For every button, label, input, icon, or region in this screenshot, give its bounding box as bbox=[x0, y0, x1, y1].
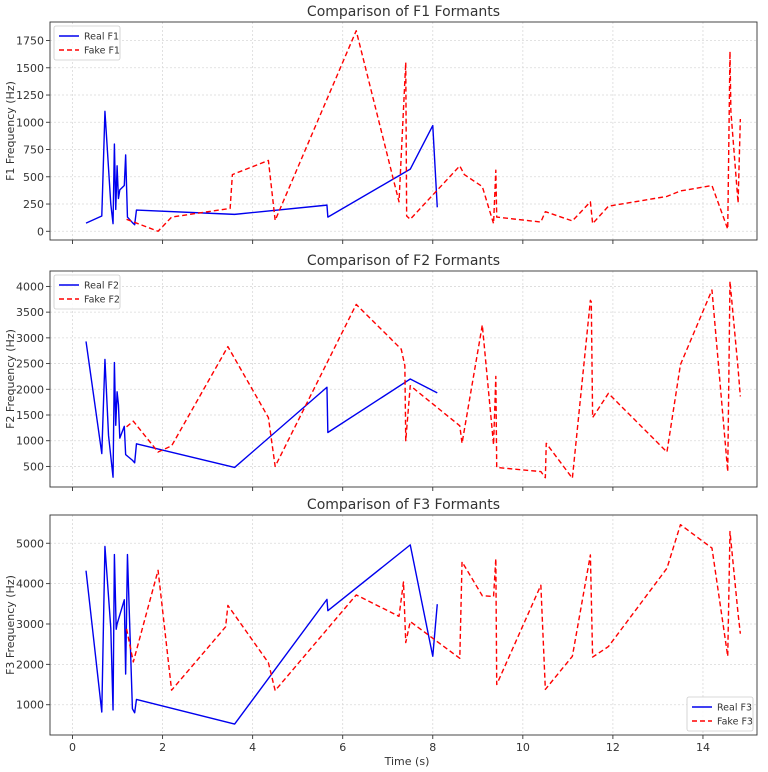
y-tick-label: 1500 bbox=[16, 62, 44, 75]
series-line-real-f2 bbox=[85, 341, 438, 478]
legend: Real F2 Fake F2 bbox=[53, 274, 121, 310]
y-tick-label: 4000 bbox=[16, 280, 44, 293]
series-line-fake-f2 bbox=[126, 280, 742, 479]
legend-label: Real F2 bbox=[84, 281, 119, 292]
series-line-real-f1 bbox=[85, 110, 438, 226]
y-tick-label: 2000 bbox=[16, 658, 44, 671]
x-axis-label: Time (s) bbox=[384, 755, 430, 768]
y-tick-label: 500 bbox=[23, 171, 44, 184]
y-tick-label: 1500 bbox=[16, 409, 44, 422]
y-tick-label: 3000 bbox=[16, 618, 44, 631]
y-tick-label: 1000 bbox=[16, 435, 44, 448]
legend: Real F1 Fake F1 bbox=[53, 25, 121, 61]
x-tick-label: 4 bbox=[249, 741, 256, 754]
legend-label: Real F3 bbox=[717, 703, 752, 714]
y-tick-label: 500 bbox=[23, 460, 44, 473]
series-line-fake-f1 bbox=[126, 30, 742, 232]
y-tick-label: 0 bbox=[37, 225, 44, 238]
x-tick-label: 2 bbox=[159, 741, 166, 754]
plot-frame bbox=[49, 514, 758, 736]
chart-panel-2: 500 1000 1500 2000 2500 3000 3500 4000 Compariso… bbox=[4, 253, 758, 491]
y-tick-label: 3500 bbox=[16, 306, 44, 319]
y-tick-label: 250 bbox=[23, 198, 44, 211]
chart-title: Comparison of F3 Formants bbox=[307, 497, 500, 513]
plot-frame bbox=[49, 21, 758, 241]
x-tick-label: 6 bbox=[339, 741, 346, 754]
chart-title: Comparison of F2 Formants bbox=[307, 253, 500, 269]
x-tick-label: 10 bbox=[516, 741, 530, 754]
y-axis-label: F2 Frequency (Hz) bbox=[4, 329, 17, 429]
x-tick-label: 8 bbox=[429, 741, 436, 754]
y-tick-label: 1000 bbox=[16, 116, 44, 129]
y-axis-label: F1 Frequency (Hz) bbox=[4, 81, 17, 181]
legend-label: Real F1 bbox=[84, 32, 119, 43]
chart-panel-1: 0 250 500 750 1000 1250 1500 1750 Comparison of … bbox=[4, 4, 758, 244]
legend-box bbox=[686, 696, 754, 732]
y-tick-label: 2500 bbox=[16, 358, 44, 371]
x-tick-label: 0 bbox=[69, 741, 76, 754]
y-tick-label: 3000 bbox=[16, 332, 44, 345]
legend: Real F3 Fake F3 bbox=[686, 696, 754, 732]
x-tick-label: 14 bbox=[696, 741, 710, 754]
y-tick-label: 5000 bbox=[16, 537, 44, 550]
y-tick-label: 2000 bbox=[16, 383, 44, 396]
y-axis-label: F3 Frequency (Hz) bbox=[4, 575, 17, 675]
y-tick-label: 1750 bbox=[16, 35, 44, 48]
legend-label: Fake F2 bbox=[84, 295, 120, 306]
legend-label: Fake F1 bbox=[84, 46, 120, 57]
series-line-fake-f3 bbox=[125, 523, 742, 692]
y-tick-label: 1000 bbox=[16, 699, 44, 712]
legend-box bbox=[53, 274, 121, 310]
y-tick-label: 1250 bbox=[16, 89, 44, 102]
x-tick-label: 12 bbox=[606, 741, 620, 754]
legend-box bbox=[53, 25, 121, 61]
y-tick-label: 4000 bbox=[16, 578, 44, 591]
plot-frame bbox=[49, 270, 758, 488]
chart-panel-3: 1000 2000 3000 4000 5000 0 2 4 6 8 10 12 14 Compariso… bbox=[4, 497, 758, 768]
chart-title: Comparison of F1 Formants bbox=[307, 4, 500, 20]
series-line-real-f3 bbox=[85, 544, 438, 725]
legend-label: Fake F3 bbox=[717, 717, 753, 728]
y-tick-label: 750 bbox=[23, 144, 44, 157]
